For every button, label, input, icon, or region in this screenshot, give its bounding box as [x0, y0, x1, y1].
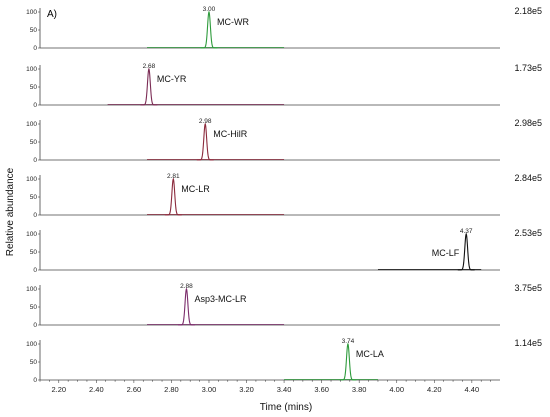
- peak-trace: [196, 122, 214, 161]
- x-axis-title: Time (mins): [260, 402, 312, 413]
- intensity-scale: 2.18e5: [514, 6, 542, 16]
- compound-label: MC-HilR: [213, 129, 247, 139]
- compound-label: MC-YR: [157, 74, 187, 84]
- peak-rt-label: 2.81: [167, 173, 180, 180]
- y-tick-label: 0: [33, 322, 37, 329]
- intensity-scale: 3.75e5: [514, 283, 542, 293]
- y-tick-label: 50: [30, 27, 38, 34]
- intensity-scale: 1.14e5: [514, 338, 542, 348]
- y-tick-label: 50: [30, 359, 38, 366]
- y-tick-label: 0: [33, 102, 37, 109]
- x-tick-label: 2.80: [164, 385, 179, 394]
- y-tick-label: 50: [30, 84, 38, 91]
- x-tick-label: 2.20: [51, 385, 66, 394]
- y-tick-label: 100: [26, 231, 37, 238]
- y-tick-label: 100: [26, 341, 37, 348]
- compound-label: MC-LA: [356, 349, 384, 359]
- x-tick-label: 3.80: [352, 385, 367, 394]
- x-tick-label: 3.20: [239, 385, 254, 394]
- peak-rt-label: 2.88: [180, 283, 193, 290]
- peak-trace: [164, 177, 182, 216]
- x-tick-label: 2.60: [127, 385, 142, 394]
- x-tick-label: 3.60: [314, 385, 329, 394]
- y-tick-label: 100: [26, 9, 37, 16]
- compound-label: MC-LF: [432, 248, 460, 258]
- x-tick-label: 2.40: [89, 385, 104, 394]
- y-tick-label: 100: [26, 286, 37, 293]
- x-tick-label: 4.20: [427, 385, 442, 394]
- y-tick-label: 0: [33, 157, 37, 164]
- peak-rt-label: 4.37: [460, 228, 473, 235]
- peak-rt-label: 2.98: [199, 118, 212, 125]
- y-tick-label: 50: [30, 194, 38, 201]
- compound-label: Asp3-MC-LR: [194, 294, 247, 304]
- x-tick-label: 3.40: [277, 385, 292, 394]
- x-axis: 2.20 2.40 2.60 2.80 3.00 3.20 3.40 3.60 3.80 4.00…: [39, 380, 491, 394]
- intensity-scale: 2.53e5: [514, 228, 542, 238]
- peak-trace: [200, 10, 218, 49]
- peak-rt-label: 3.00: [203, 6, 216, 13]
- intensity-scale: 2.98e5: [514, 118, 542, 128]
- y-tick-label: 0: [33, 267, 37, 274]
- x-tick-label: 4.00: [389, 385, 404, 394]
- peak-trace: [457, 232, 475, 271]
- y-tick-label: 100: [26, 121, 37, 128]
- peak-rt-label: 2.68: [143, 63, 156, 70]
- y-tick-label: 0: [33, 377, 37, 384]
- intensity-scale: 2.84e5: [514, 173, 542, 183]
- y-tick-label: 50: [30, 249, 38, 256]
- compound-label: MC-WR: [217, 17, 249, 27]
- y-tick-label: 0: [33, 45, 37, 52]
- y-tick-label: 0: [33, 212, 37, 219]
- peak-trace: [339, 342, 357, 381]
- peak-trace: [178, 287, 195, 326]
- intensity-scale: 1.73e5: [514, 63, 542, 73]
- y-tick-label: 100: [26, 66, 37, 73]
- y-tick-label: 100: [26, 176, 37, 183]
- x-tick-label: 4.40: [465, 385, 480, 394]
- peak-rt-label: 3.74: [342, 338, 355, 345]
- peak-trace: [140, 67, 158, 106]
- y-tick-label: 50: [30, 139, 38, 146]
- panel-label: A): [47, 9, 57, 20]
- y-axis-title: Relative abundance: [5, 167, 16, 256]
- x-tick-label: 3.00: [202, 385, 217, 394]
- trace-panel-4: 100 50 0 4.37 MC-LF 2.53e5: [26, 228, 542, 274]
- y-tick-label: 50: [30, 304, 38, 311]
- compound-label: MC-LR: [181, 184, 210, 194]
